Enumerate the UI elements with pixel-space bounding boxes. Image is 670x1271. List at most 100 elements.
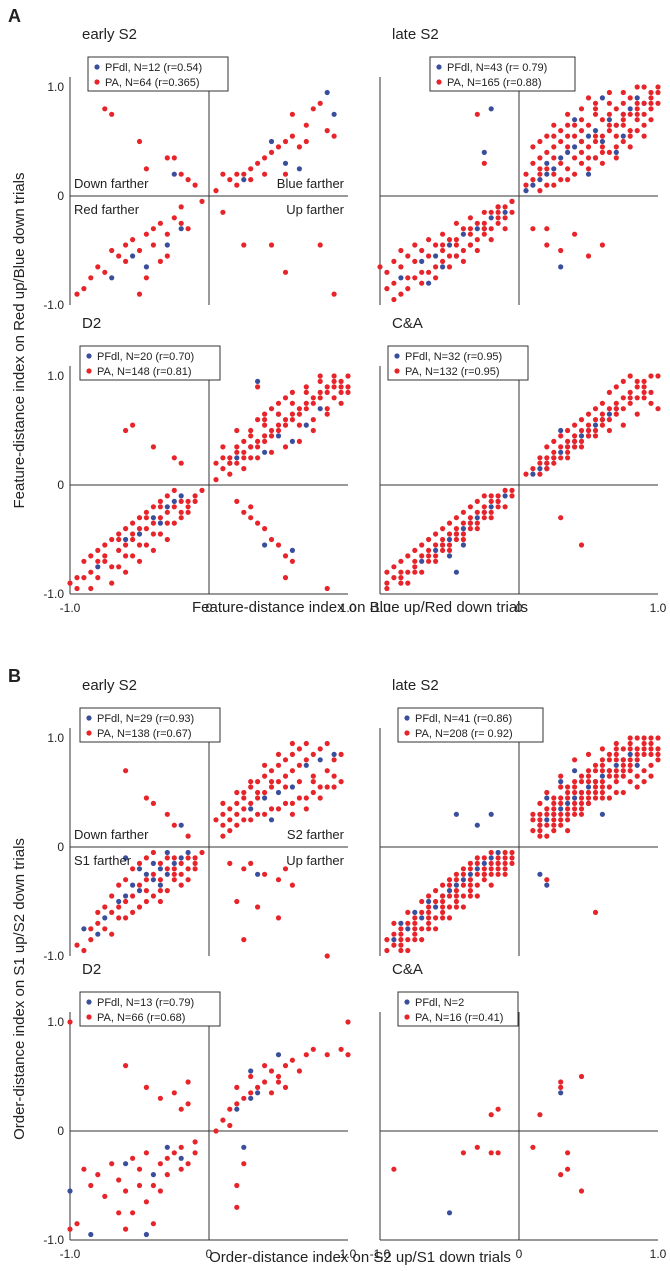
data-point [481, 209, 487, 215]
data-point [502, 209, 508, 215]
data-point [102, 269, 108, 275]
legend-entry: PFdl, N=12 (r=0.54) [105, 62, 202, 74]
data-point [578, 444, 585, 450]
data-point [248, 433, 254, 439]
data-point [544, 882, 550, 888]
data-point [613, 400, 619, 406]
data-point [405, 580, 411, 586]
data-point [255, 417, 261, 423]
data-point [143, 231, 149, 237]
data-point [488, 871, 494, 877]
data-point [102, 904, 108, 910]
data-point [109, 893, 115, 899]
data-point [220, 822, 226, 828]
data-point [268, 806, 275, 812]
data-point [282, 773, 289, 779]
data-point [627, 395, 633, 401]
data-point [275, 433, 282, 439]
x-tick-label: -1.0 [60, 1247, 81, 1261]
data-point [544, 242, 550, 248]
data-point [123, 855, 129, 861]
data-point [248, 806, 254, 812]
data-point [453, 536, 459, 543]
data-point [488, 215, 494, 221]
data-point [220, 833, 226, 839]
panel-title: late S2 [392, 26, 439, 43]
data-point [331, 773, 337, 779]
data-point [426, 237, 432, 243]
data-point [130, 893, 136, 899]
data-point [530, 811, 536, 817]
data-point [592, 406, 599, 412]
data-point [178, 822, 184, 828]
data-point [282, 757, 289, 763]
data-point [262, 542, 268, 548]
data-point [606, 795, 613, 801]
data-point [241, 171, 247, 177]
data-point [592, 128, 599, 134]
data-point [446, 893, 453, 899]
data-point [150, 893, 156, 899]
legend-entry: PA, N=16 (r=0.41) [415, 1012, 503, 1024]
data-point [220, 800, 226, 807]
legend-box [87, 56, 229, 92]
data-point [655, 373, 661, 379]
data-point [185, 1161, 191, 1167]
data-point [544, 877, 550, 883]
data-point [627, 373, 633, 379]
data-point [345, 1052, 351, 1058]
data-point [136, 866, 143, 872]
data-point [88, 926, 94, 932]
data-point [572, 155, 578, 161]
data-point [440, 242, 446, 248]
data-point [275, 806, 282, 812]
data-point [599, 242, 606, 248]
data-point [398, 291, 404, 297]
data-point [412, 931, 418, 937]
data-point [317, 389, 323, 395]
data-point [599, 768, 606, 774]
data-point [502, 226, 508, 232]
data-point [157, 877, 163, 883]
data-point [109, 1161, 115, 1167]
data-point [453, 242, 459, 248]
data-point [460, 882, 466, 888]
data-point [317, 395, 323, 401]
data-point [116, 904, 122, 910]
data-point [178, 460, 184, 466]
data-point [289, 811, 295, 817]
data-point [641, 84, 647, 90]
data-point [150, 242, 156, 248]
data-point [551, 795, 557, 801]
legend-marker [94, 79, 100, 85]
data-point [578, 138, 585, 145]
data-point [530, 1144, 536, 1150]
data-point [544, 455, 550, 461]
data-point [317, 378, 323, 384]
data-point [282, 575, 289, 581]
data-point [426, 909, 432, 916]
panel-title: late S2 [392, 677, 439, 694]
data-point [419, 553, 425, 559]
data-point [641, 133, 647, 139]
data-point [227, 860, 233, 867]
data-point [234, 449, 240, 455]
data-point [303, 757, 309, 763]
data-point [460, 231, 466, 237]
data-point [331, 373, 337, 379]
data-point [192, 498, 198, 504]
data-point [565, 811, 571, 817]
data-point [537, 188, 543, 194]
data-point [544, 466, 550, 472]
data-point [558, 247, 564, 254]
data-point [324, 784, 330, 790]
data-point [613, 757, 619, 763]
data-point [599, 779, 606, 785]
data-point [199, 198, 205, 204]
data-point [282, 138, 289, 145]
data-point [572, 784, 578, 790]
panel-b-1: early S2 1.0 0 -1.0 PFdl, N=29 (r=0.93) PA, N… [43, 677, 348, 963]
data-point [412, 926, 418, 932]
data-point [446, 520, 453, 526]
y-tick-label: 0 [57, 478, 64, 492]
